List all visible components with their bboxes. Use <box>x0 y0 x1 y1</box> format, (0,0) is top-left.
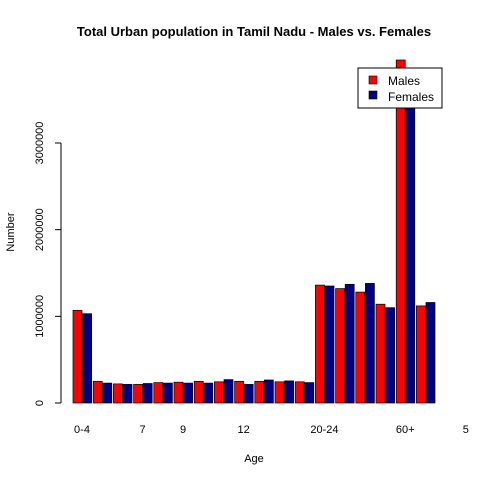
legend-label-females: Females <box>388 90 434 104</box>
bar-males-3 <box>133 384 143 404</box>
bar-females-4 <box>163 382 173 404</box>
bar-males-15 <box>375 303 386 404</box>
bar-males-17 <box>416 305 426 404</box>
y-tick-label: 2000000 <box>34 208 46 251</box>
bar-males-0 <box>72 309 83 404</box>
legend-swatch-males <box>368 75 378 85</box>
bar-females-3 <box>142 383 153 404</box>
bar-males-13 <box>335 288 345 404</box>
bar-females-5 <box>183 382 193 404</box>
x-axis-label: Age <box>244 453 264 465</box>
bar-females-14 <box>365 283 375 404</box>
bar-males-14 <box>355 291 366 404</box>
x-tick-label: 0-4 <box>74 424 90 436</box>
bar-females-11 <box>304 382 315 404</box>
bar-males-12 <box>315 284 325 404</box>
x-tick-label: 9 <box>180 424 186 436</box>
x-tick-label: 7 <box>140 424 146 436</box>
bar-males-5 <box>173 381 184 404</box>
bar-females-16 <box>405 94 416 404</box>
bar-females-0 <box>82 313 92 404</box>
bar-males-4 <box>153 382 164 404</box>
bar-males-8 <box>234 380 244 404</box>
x-tick-label: 12 <box>237 424 249 436</box>
bar-females-15 <box>385 307 395 404</box>
x-tick-label: 20-24 <box>310 424 338 436</box>
bar-females-17 <box>425 302 436 404</box>
x-tick-label: 60+ <box>396 424 415 436</box>
bar-males-7 <box>214 381 224 404</box>
legend-box <box>357 67 443 109</box>
y-tick-label: 3000000 <box>34 122 46 165</box>
bar-females-10 <box>284 380 294 404</box>
bar-females-12 <box>324 285 335 404</box>
legend-label-males: Males <box>388 74 420 88</box>
bars <box>72 59 436 404</box>
y-tick-label: 0 <box>34 400 46 406</box>
chart-title: Total Urban population in Tamil Nadu - M… <box>77 24 431 39</box>
bar-males-1 <box>92 380 103 404</box>
bar-females-9 <box>264 379 274 404</box>
bar-females-6 <box>203 382 214 404</box>
legend-swatch-females <box>368 90 378 100</box>
bar-males-9 <box>254 380 265 404</box>
bar-females-13 <box>344 283 355 404</box>
bar-males-16 <box>395 59 406 404</box>
bar-females-2 <box>122 384 133 404</box>
bar-males-6 <box>193 380 204 404</box>
bar-females-7 <box>223 379 234 404</box>
y-axis: 0 1000000 2000000 3000000 <box>34 122 62 406</box>
bar-males-10 <box>274 381 285 404</box>
bar-males-2 <box>113 383 123 404</box>
y-axis-label: Number <box>5 212 17 251</box>
bar-males-11 <box>294 381 305 404</box>
legend: Males Females <box>357 67 443 109</box>
x-tick-label: 5 <box>463 424 469 436</box>
bar-females-8 <box>243 384 254 404</box>
bar-females-1 <box>102 382 113 404</box>
y-tick-label: 1000000 <box>34 295 46 338</box>
